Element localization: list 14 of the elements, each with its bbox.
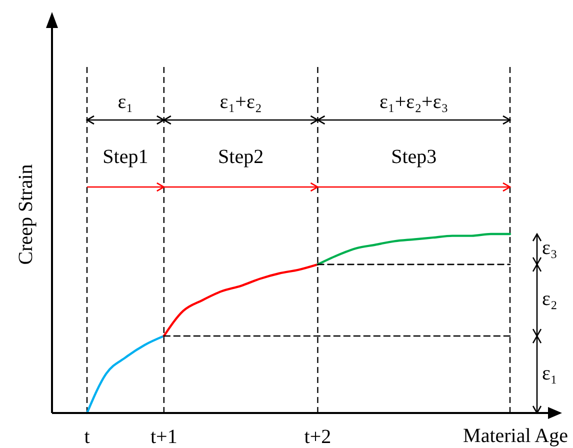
text: ε₁ [118,90,134,113]
text: ε₁ [542,362,558,384]
text: Step2 [218,146,264,168]
text: ε₂ [542,288,558,310]
y-axis-title: Creep Strain [15,164,37,265]
x-tick-label: t+2 [304,426,332,448]
text: Step1 [102,146,148,168]
x-tick-label: t [84,426,90,448]
x-axis-title: Material Age [463,425,568,447]
text: Step3 [391,146,437,168]
text: ε₃ [542,236,558,259]
text: ε₁+ε₂+ε₃ [380,90,448,113]
x-tick-label: t+1 [150,426,178,448]
text: ε₁+ε₂ [220,90,262,113]
